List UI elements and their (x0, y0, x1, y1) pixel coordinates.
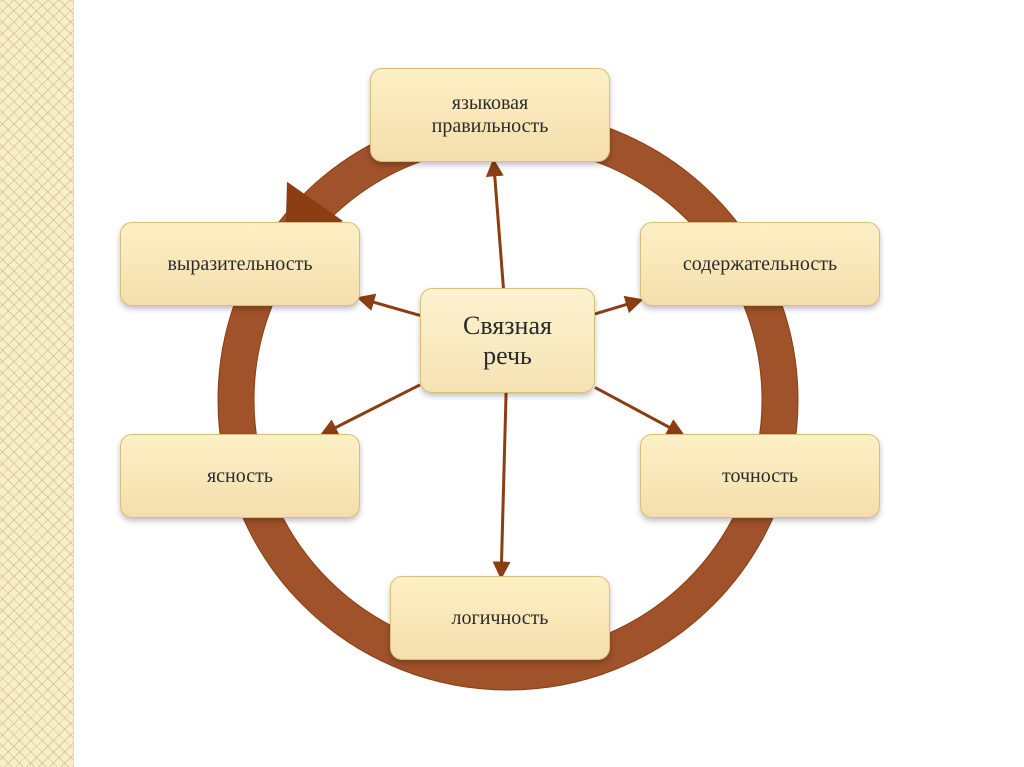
decorative-left-strip (0, 0, 74, 767)
petal-top: языковая правильность (370, 68, 610, 162)
petal-bottom-label: логичность (452, 607, 549, 630)
petal-bottom-right-label: точность (722, 465, 798, 488)
petal-bottom: логичность (390, 576, 610, 660)
center-node-label: Связная речь (463, 311, 552, 371)
petal-bottom-right: точность (640, 434, 880, 518)
petal-top-right-label: содержательность (683, 253, 837, 276)
center-node: Связная речь (420, 288, 595, 393)
petal-top-left-label: выразительность (167, 253, 312, 276)
petal-bottom-left: ясность (120, 434, 360, 518)
petal-top-left: выразительность (120, 222, 360, 306)
stage: Связная речь языковая правильность содержа… (0, 0, 1024, 767)
petal-bottom-left-label: ясность (207, 465, 273, 488)
petal-top-label: языковая правильность (432, 92, 549, 138)
cycle-diagram: Связная речь языковая правильность содержа… (73, 0, 1024, 767)
petal-top-right: содержательность (640, 222, 880, 306)
